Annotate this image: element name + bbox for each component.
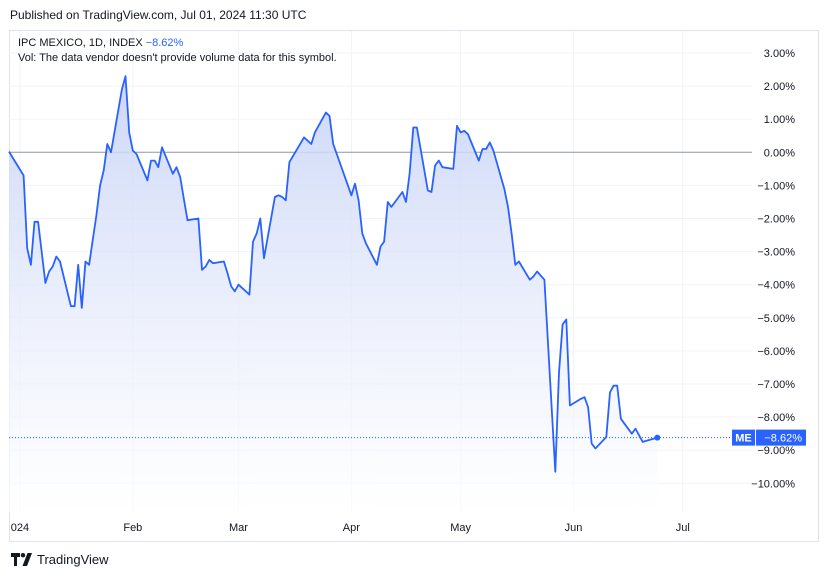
last-price-tag-symbol-bg bbox=[732, 429, 755, 446]
last-price-tag-value-bg bbox=[756, 429, 806, 446]
x-tick-label: May bbox=[450, 522, 471, 534]
y-tick-label: −1.00% bbox=[757, 180, 795, 192]
x-tick-label: Mar bbox=[229, 522, 248, 534]
tradingview-logo[interactable]: TradingView bbox=[11, 552, 109, 567]
y-tick-label: −9.00% bbox=[757, 445, 795, 457]
y-tick-label: −8.00% bbox=[757, 412, 795, 424]
x-axis[interactable]: 024 Feb Mar Apr May Jun Jul bbox=[11, 522, 690, 534]
last-price-tag-value: −8.62% bbox=[764, 433, 802, 445]
last-price-dot bbox=[654, 434, 661, 441]
legend-change: −8.62% bbox=[145, 37, 184, 49]
y-tick-label: 0.00% bbox=[764, 147, 795, 159]
y-tick-label: 3.00% bbox=[764, 48, 795, 60]
published-caption: Published on TradingView.com, Jul 01, 20… bbox=[10, 8, 307, 22]
x-tick-label: 024 bbox=[11, 522, 29, 534]
last-price-tag-symbol: ME bbox=[735, 433, 752, 445]
tradingview-logo-icon bbox=[11, 553, 32, 566]
y-tick-label: 2.00% bbox=[764, 81, 795, 93]
x-tick-label: Jul bbox=[676, 522, 690, 534]
y-tick-label: −3.00% bbox=[757, 247, 795, 259]
x-tick-label: Feb bbox=[123, 522, 142, 534]
legend-volume-note: Vol: The data vendor doesn't provide vol… bbox=[18, 52, 337, 64]
price-line bbox=[8, 75, 658, 473]
y-axis[interactable]: 3.00% 2.00% 1.00% 0.00% −1.00% −2.00% −3.00% −4… bbox=[751, 48, 795, 490]
y-tick-label: −2.00% bbox=[757, 214, 795, 226]
y-tick-label: −6.00% bbox=[757, 346, 795, 358]
legend-symbol: IPC MEXICO, 1D, INDEX bbox=[18, 37, 143, 49]
y-tick-label: −7.00% bbox=[757, 379, 795, 391]
y-tick-label: 1.00% bbox=[764, 114, 795, 126]
price-area bbox=[9, 76, 658, 512]
y-tick-label: −4.00% bbox=[757, 280, 795, 292]
tradingview-logo-text: TradingView bbox=[37, 552, 109, 567]
chart-legend: IPC MEXICO, 1D, INDEX −8.62% Vol: The dat… bbox=[18, 36, 337, 66]
x-tick-label: Jun bbox=[565, 522, 583, 534]
y-tick-label: −10.00% bbox=[751, 478, 795, 490]
x-tick-label: Apr bbox=[343, 522, 360, 534]
y-tick-label: −5.00% bbox=[757, 313, 795, 325]
last-price-tag: ME −8.62% bbox=[732, 429, 806, 446]
